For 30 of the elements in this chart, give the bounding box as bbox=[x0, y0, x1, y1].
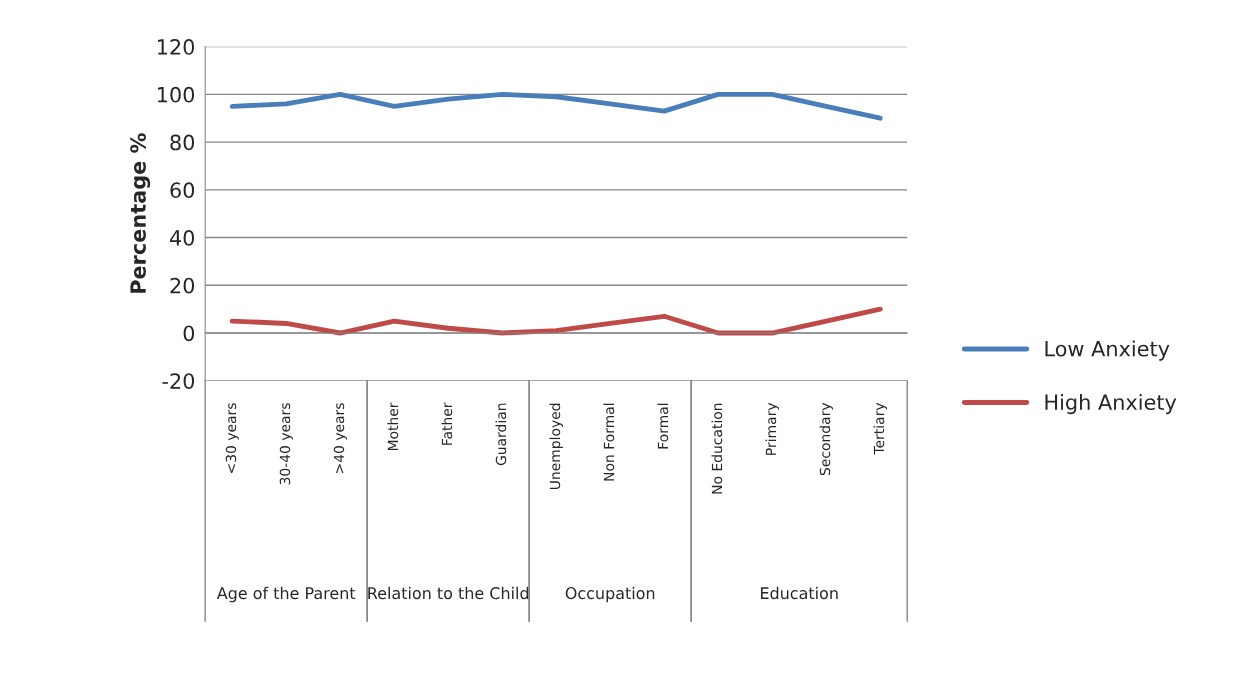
y-axis-title: Percentage % bbox=[130, 133, 151, 293]
x-tick-label: Non Formal bbox=[603, 403, 615, 481]
y-tick-label: 40 bbox=[169, 230, 195, 246]
y-tick-label: 60 bbox=[170, 182, 195, 199]
y-tick-label: 20 bbox=[170, 277, 195, 294]
x-tick-label: Unemployed bbox=[549, 403, 563, 490]
y-tick-label: 100 bbox=[157, 86, 195, 103]
x-tick-label: Formal bbox=[657, 403, 669, 449]
x-tick-label: <30 years bbox=[225, 403, 239, 473]
x-tick-label: 30-40 years bbox=[279, 403, 293, 485]
text: Relation to the Child bbox=[368, 586, 529, 600]
x-tick-label: Tertiary bbox=[873, 402, 887, 455]
x-tick-label: No Education bbox=[711, 403, 723, 494]
legend-label: Low Anxiety bbox=[1045, 340, 1170, 361]
line-series bbox=[229, 91, 883, 121]
x-tick-label: >40 years bbox=[333, 403, 347, 473]
x-tick-label: Mother bbox=[387, 402, 399, 451]
y-tick-label: 80 bbox=[170, 134, 195, 151]
text: Education bbox=[761, 586, 838, 600]
x-tick-label: Primary bbox=[765, 402, 779, 455]
legend-label: High Anxiety bbox=[1045, 393, 1177, 415]
x-tick-label: Guardian bbox=[495, 403, 507, 466]
text: Occupation bbox=[565, 586, 655, 603]
y-tick-label: -20 bbox=[162, 373, 195, 389]
text: Age of the Parent bbox=[216, 586, 356, 603]
x-tick-label: Father bbox=[441, 402, 453, 445]
y-tick-label: 120 bbox=[157, 39, 195, 55]
x-tick-label: Secondary bbox=[819, 402, 833, 476]
line-series bbox=[229, 306, 883, 336]
y-tick-label: 0 bbox=[183, 325, 195, 342]
